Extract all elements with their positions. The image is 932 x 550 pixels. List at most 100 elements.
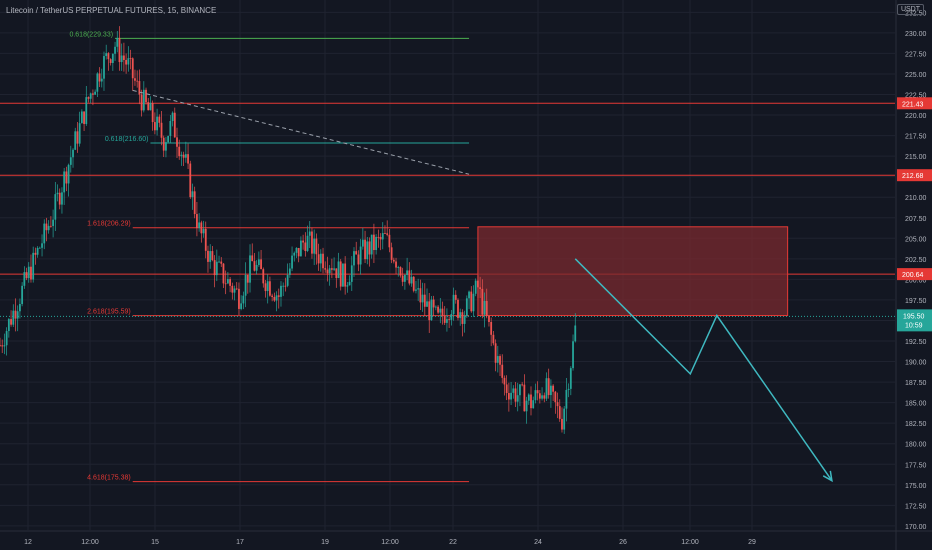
candle-body — [41, 243, 43, 248]
candle-body — [19, 303, 21, 312]
last-price-tag[interactable] — [897, 309, 932, 332]
candle-body — [282, 285, 285, 287]
candle-body — [255, 264, 258, 271]
x-tick-label: 12:00 — [681, 539, 699, 546]
candle-body — [355, 251, 358, 255]
candle-body — [16, 311, 19, 319]
candle-body — [426, 301, 428, 307]
candle-body — [288, 268, 291, 275]
candle-body — [43, 223, 46, 244]
candle-body — [100, 78, 103, 82]
candle-body — [249, 255, 251, 283]
currency-badge[interactable]: USDT — [896, 4, 924, 15]
candle-body — [519, 384, 521, 396]
y-tick-label: 222.50 — [905, 92, 927, 99]
candle-body — [61, 192, 63, 205]
candle-body — [118, 37, 121, 63]
candle-body — [505, 384, 508, 394]
candle-body — [233, 288, 236, 293]
y-tick-label: 207.50 — [905, 216, 927, 223]
candle-body — [160, 122, 163, 138]
candle-body — [434, 306, 437, 308]
candle-body — [545, 378, 548, 399]
candle-body — [317, 254, 320, 264]
candle-body — [377, 236, 380, 238]
candle-body — [490, 321, 493, 335]
y-tick-label: 217.50 — [905, 134, 927, 141]
candle-body — [406, 270, 408, 275]
candle-body — [7, 319, 10, 332]
candle-body — [182, 154, 185, 158]
candle-body — [266, 281, 269, 292]
candle-body — [12, 310, 15, 325]
trend-line[interactable] — [132, 89, 470, 175]
candle-body — [74, 131, 77, 150]
candle-body — [178, 146, 181, 157]
candle-body — [454, 294, 457, 300]
candle-body — [457, 299, 459, 319]
candle-body — [244, 274, 247, 296]
y-tick-label: 170.00 — [905, 524, 927, 531]
candle-body — [58, 192, 61, 205]
candle-body — [153, 122, 156, 131]
candle-body — [357, 254, 360, 265]
candle-body — [547, 378, 550, 396]
candle-body — [173, 112, 176, 138]
x-tick-label: 29 — [748, 539, 756, 546]
candle-body — [322, 253, 324, 269]
level-price-label: 200.64 — [902, 272, 924, 279]
candle-body — [527, 394, 530, 401]
candle-body — [574, 325, 577, 342]
candle-body — [494, 343, 497, 363]
candle-body — [105, 53, 108, 57]
level-price-tag — [897, 268, 932, 281]
candle-body — [370, 234, 373, 255]
y-tick-label: 230.00 — [905, 31, 927, 38]
candle-body — [25, 272, 28, 279]
candle-body — [1, 345, 4, 347]
candle-body — [127, 58, 130, 65]
candle-body — [313, 238, 316, 254]
candle-body — [293, 252, 296, 256]
candle-body — [496, 356, 499, 363]
candle-body — [441, 308, 444, 316]
candle-body — [246, 274, 249, 283]
candle-body — [474, 280, 477, 294]
candle-body — [342, 263, 344, 287]
level-price-label: 212.68 — [902, 173, 924, 180]
candle-body — [399, 267, 402, 276]
candle-body — [532, 400, 535, 409]
fib-level-label: 2.618(195.59) — [87, 309, 131, 316]
candle-body — [479, 287, 482, 289]
level-price-label: 221.43 — [902, 101, 924, 108]
projection-path[interactable] — [574, 258, 833, 482]
y-tick-label: 227.50 — [905, 51, 927, 58]
candle-body — [271, 295, 274, 297]
candle-body — [353, 251, 355, 266]
candle-body — [437, 306, 439, 313]
x-tick-label: 26 — [619, 539, 627, 546]
candle-body — [477, 280, 479, 288]
candle-body — [326, 269, 329, 274]
candle-body — [49, 225, 52, 227]
y-tick-label: 180.00 — [905, 442, 927, 449]
candle-body — [525, 400, 528, 412]
candle-body — [412, 276, 415, 291]
candle-body — [421, 294, 424, 303]
candle-body — [5, 331, 8, 346]
zone-layer — [477, 226, 789, 317]
x-tick-label: 17 — [236, 539, 244, 546]
candle-body — [222, 263, 225, 284]
candle-body — [72, 149, 74, 158]
candle-body — [538, 393, 541, 399]
candle-body — [501, 364, 504, 378]
y-tick-label: 190.00 — [905, 360, 927, 367]
candle-body — [69, 157, 72, 165]
x-tick-label: 12:00 — [81, 539, 99, 546]
candle-body — [0, 345, 1, 346]
supply-zone-rect[interactable] — [477, 226, 789, 317]
y-tick-label: 202.50 — [905, 257, 927, 264]
x-tick-label: 24 — [534, 539, 542, 546]
candle-body — [565, 389, 568, 409]
